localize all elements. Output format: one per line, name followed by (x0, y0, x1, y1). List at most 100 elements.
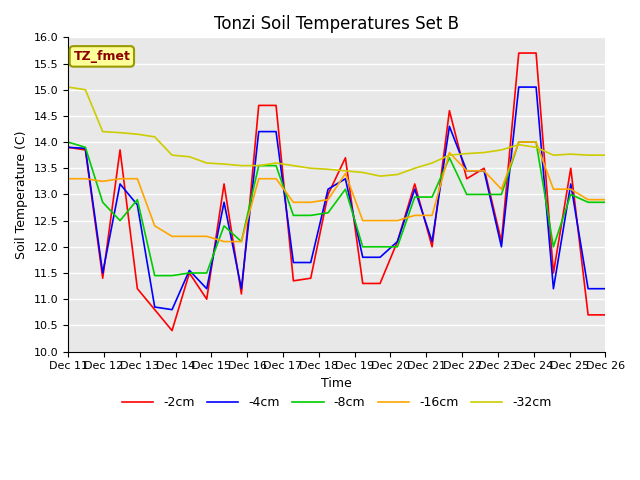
-2cm (324, 192, 332, 197)
-2cm (602, 312, 609, 318)
-2cm (497, 239, 505, 244)
-2cm (81, 147, 89, 153)
-4cm (186, 267, 193, 273)
-16cm (168, 233, 176, 239)
-16cm (151, 223, 159, 229)
-32cm (342, 168, 349, 174)
-4cm (394, 239, 401, 244)
-8cm (134, 197, 141, 203)
-16cm (497, 186, 505, 192)
-4cm (324, 186, 332, 192)
-4cm (151, 304, 159, 310)
-32cm (289, 163, 297, 168)
-8cm (255, 163, 262, 168)
-32cm (324, 167, 332, 172)
-2cm (480, 166, 488, 171)
-8cm (220, 223, 228, 229)
-4cm (584, 286, 592, 291)
-32cm (64, 84, 72, 90)
-32cm (376, 173, 384, 179)
-2cm (376, 281, 384, 287)
-2cm (255, 103, 262, 108)
X-axis label: Time: Time (321, 377, 352, 390)
-4cm (116, 181, 124, 187)
-32cm (445, 152, 453, 158)
-2cm (307, 276, 315, 281)
-2cm (203, 296, 211, 302)
-8cm (532, 139, 540, 145)
-32cm (151, 134, 159, 140)
-16cm (480, 168, 488, 174)
-2cm (463, 176, 470, 181)
-8cm (497, 192, 505, 197)
-16cm (116, 176, 124, 181)
-4cm (289, 260, 297, 265)
-16cm (463, 168, 470, 174)
-4cm (359, 254, 367, 260)
-32cm (186, 154, 193, 160)
-2cm (342, 155, 349, 161)
-8cm (394, 244, 401, 250)
-4cm (237, 286, 245, 291)
-32cm (584, 152, 592, 158)
-4cm (463, 168, 470, 174)
-16cm (64, 176, 72, 181)
-8cm (324, 210, 332, 216)
-2cm (272, 103, 280, 108)
-8cm (186, 270, 193, 276)
-16cm (186, 233, 193, 239)
-32cm (81, 87, 89, 93)
-32cm (480, 150, 488, 156)
-2cm (289, 278, 297, 284)
-2cm (359, 281, 367, 287)
-16cm (81, 176, 89, 181)
-4cm (168, 307, 176, 312)
-2cm (220, 181, 228, 187)
-8cm (515, 139, 523, 145)
-2cm (411, 181, 419, 187)
Line: -4cm: -4cm (68, 87, 605, 310)
Title: Tonzi Soil Temperatures Set B: Tonzi Soil Temperatures Set B (214, 15, 460, 33)
-8cm (151, 273, 159, 278)
-16cm (602, 197, 609, 203)
-32cm (411, 166, 419, 171)
-8cm (168, 273, 176, 278)
-8cm (602, 199, 609, 205)
-32cm (237, 163, 245, 168)
-2cm (116, 147, 124, 153)
-4cm (272, 129, 280, 134)
-4cm (411, 186, 419, 192)
-16cm (237, 239, 245, 244)
-32cm (567, 151, 575, 157)
-16cm (272, 176, 280, 181)
-4cm (445, 123, 453, 129)
-32cm (307, 166, 315, 171)
-32cm (515, 142, 523, 147)
Line: -2cm: -2cm (68, 53, 605, 331)
-4cm (567, 181, 575, 187)
-16cm (428, 213, 436, 218)
-8cm (445, 155, 453, 161)
-16cm (255, 176, 262, 181)
-16cm (220, 239, 228, 244)
-2cm (428, 244, 436, 250)
-4cm (497, 244, 505, 250)
-32cm (168, 152, 176, 158)
-2cm (186, 270, 193, 276)
-8cm (237, 239, 245, 244)
-2cm (168, 328, 176, 334)
-8cm (463, 192, 470, 197)
-8cm (272, 163, 280, 168)
-8cm (411, 194, 419, 200)
-2cm (532, 50, 540, 56)
-32cm (203, 160, 211, 166)
-32cm (116, 130, 124, 135)
-16cm (359, 218, 367, 224)
Y-axis label: Soil Temperature (C): Soil Temperature (C) (15, 130, 28, 259)
-32cm (463, 151, 470, 156)
-8cm (116, 218, 124, 224)
-8cm (81, 144, 89, 150)
-32cm (99, 129, 106, 134)
-4cm (81, 145, 89, 151)
-32cm (272, 160, 280, 166)
